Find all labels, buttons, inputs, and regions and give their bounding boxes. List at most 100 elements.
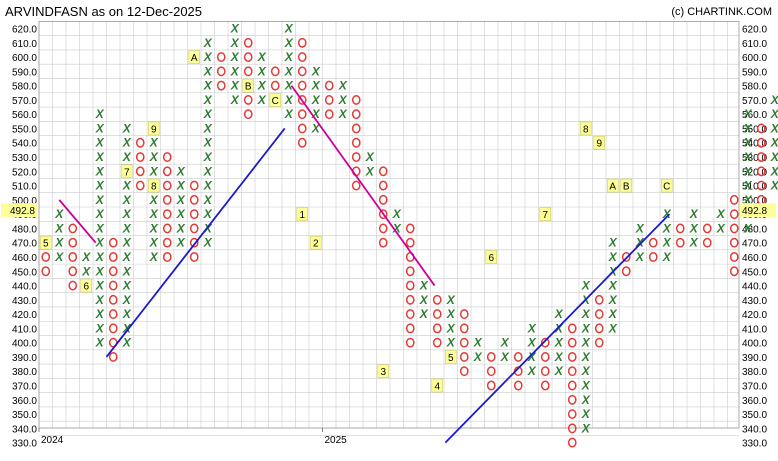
x-mark: X	[770, 164, 778, 178]
o-mark	[135, 180, 145, 191]
o-mark	[162, 237, 172, 248]
month-marker-box	[242, 78, 255, 93]
x-mark: X	[257, 79, 267, 93]
o-mark	[513, 351, 523, 362]
x-mark: X	[770, 150, 778, 164]
o-mark	[297, 123, 307, 134]
month-marker-box	[444, 350, 457, 364]
y-tick-label: 390.0	[742, 353, 767, 364]
o-mark	[378, 223, 388, 234]
o-mark	[108, 323, 118, 334]
x-mark: X	[554, 336, 564, 350]
x-mark: X	[122, 121, 132, 135]
x-mark: X	[95, 179, 105, 193]
y-tick-label: 420.0	[12, 310, 37, 321]
o-mark	[108, 294, 118, 305]
y-tick-label: 610.0	[742, 39, 767, 50]
month-marker: 2	[313, 239, 319, 250]
y-tick-label: 560.0	[12, 110, 37, 121]
y-tick-label: 460.0	[12, 253, 37, 264]
o-mark	[216, 80, 226, 91]
o-mark	[729, 194, 739, 205]
y-tick-label: 380.0	[12, 367, 37, 378]
y-tick-label: 340.0	[742, 424, 767, 435]
x-mark: X	[635, 236, 645, 250]
y-tick-label: 510.0	[12, 182, 37, 193]
x-mark: X	[527, 336, 537, 350]
x-mark: X	[54, 236, 64, 250]
y-tick-label: 450.0	[12, 267, 37, 278]
o-mark	[405, 266, 415, 277]
x-mark: X	[122, 136, 132, 150]
x-mark: X	[203, 79, 213, 93]
o-mark	[162, 194, 172, 205]
o-mark	[594, 309, 604, 320]
y-tick-label: 540.0	[742, 139, 767, 150]
o-mark	[297, 52, 307, 63]
x-mark: X	[203, 207, 213, 221]
chart-title: ARVINDFASN as on 12-Dec-2025	[5, 4, 202, 19]
o-mark	[68, 237, 78, 248]
o-mark	[108, 351, 118, 362]
month-marker: 7	[542, 210, 548, 221]
y-tick-label: 350.0	[12, 410, 37, 421]
x-mark: X	[743, 164, 753, 178]
x-mark: X	[446, 293, 456, 307]
o-mark	[756, 137, 766, 148]
x-mark: X	[95, 136, 105, 150]
month-marker: 1	[299, 210, 305, 221]
o-mark	[432, 294, 442, 305]
o-mark	[567, 351, 577, 362]
o-mark	[189, 237, 199, 248]
o-mark	[297, 80, 307, 91]
y-tick-label: 400.0	[12, 339, 37, 350]
y-tick-label: 370.0	[12, 382, 37, 393]
x-mark: X	[608, 250, 618, 264]
y-tick-label: 500.0	[12, 196, 37, 207]
x-mark: X	[311, 107, 321, 121]
x-mark: X	[176, 221, 186, 235]
x-mark: X	[81, 250, 91, 264]
x-mark: X	[311, 93, 321, 107]
month-marker: 7	[124, 167, 130, 178]
o-mark	[108, 266, 118, 277]
month-marker: A	[191, 53, 198, 64]
o-mark	[378, 194, 388, 205]
x-mark: X	[554, 364, 564, 378]
o-mark	[702, 223, 712, 234]
x-mark: X	[203, 36, 213, 50]
x-mark: X	[284, 107, 294, 121]
o-mark	[513, 380, 523, 391]
last-price-label-right: 492.8	[742, 206, 767, 217]
x-mark: X	[473, 336, 483, 350]
month-marker: 5	[448, 353, 454, 364]
o-mark	[216, 52, 226, 63]
last-price-box-right	[740, 203, 776, 218]
o-mark	[243, 94, 253, 105]
y-tick-label: 350.0	[742, 410, 767, 421]
o-mark	[297, 94, 307, 105]
trend-line-down	[58, 199, 97, 244]
o-mark	[162, 252, 172, 262]
x-mark: X	[770, 121, 778, 135]
y-tick-label: 360.0	[12, 396, 37, 407]
o-mark	[351, 123, 361, 134]
o-mark	[675, 223, 685, 234]
month-marker-box	[80, 278, 93, 293]
x-mark: X	[284, 50, 294, 64]
o-mark	[68, 223, 78, 234]
o-mark	[459, 337, 469, 348]
x-mark: X	[446, 307, 456, 321]
x-mark: X	[338, 93, 348, 107]
x-mark: X	[149, 250, 159, 264]
x-mark: X	[122, 293, 132, 307]
x-mark: X	[122, 321, 132, 335]
month-marker: 6	[83, 282, 89, 293]
x-mark: X	[203, 121, 213, 135]
o-mark	[405, 337, 415, 348]
x-mark: X	[365, 164, 375, 178]
month-marker: A	[609, 182, 616, 193]
x-mark: X	[446, 321, 456, 335]
y-tick-label: 620.0	[12, 25, 37, 36]
y-tick-label: 470.0	[12, 239, 37, 250]
